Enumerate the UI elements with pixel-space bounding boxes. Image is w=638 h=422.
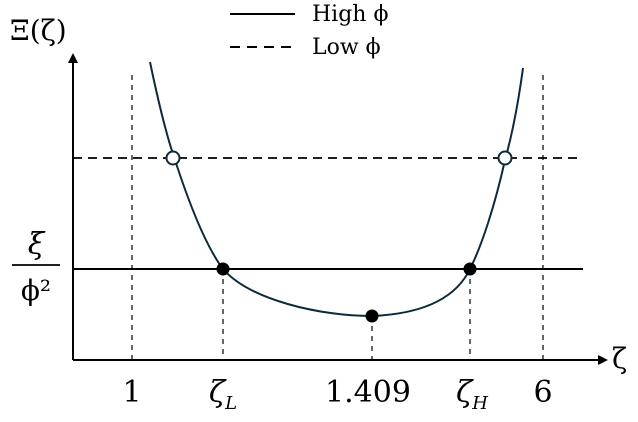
x-tick-6: 6: [533, 375, 552, 410]
legend-label-high-phi: High ϕ: [312, 2, 388, 27]
x-tick-zeta-h-base: ζ: [456, 375, 474, 410]
filled-marker-zeta-l: [216, 262, 230, 276]
x-tick-1: 1: [122, 375, 141, 410]
filled-marker-zeta-h: [463, 262, 477, 276]
open-marker-left: [165, 150, 181, 166]
x-tick-zeta-l-base: ζ: [209, 375, 227, 410]
x-tick-1-409: 1.409: [325, 375, 411, 410]
legend-label-low-phi: Low ϕ: [312, 35, 381, 60]
x-tick-zeta-h-sub: H: [471, 393, 488, 414]
filled-marker-minimum: [365, 309, 379, 323]
y-marker-numerator: ξ: [28, 227, 46, 262]
x-tick-zeta-l-sub: L: [224, 393, 237, 414]
y-marker-denominator: ϕ²: [21, 274, 51, 307]
x-tick-zeta-l: ζL: [209, 375, 237, 414]
xi-curve: [149, 61, 524, 318]
open-marker-right: [497, 150, 513, 166]
x-axis-label: ζ: [612, 342, 627, 375]
x-tick-zeta-h: ζH: [456, 375, 488, 414]
y-axis-label: Ξ(ζ): [10, 14, 67, 47]
